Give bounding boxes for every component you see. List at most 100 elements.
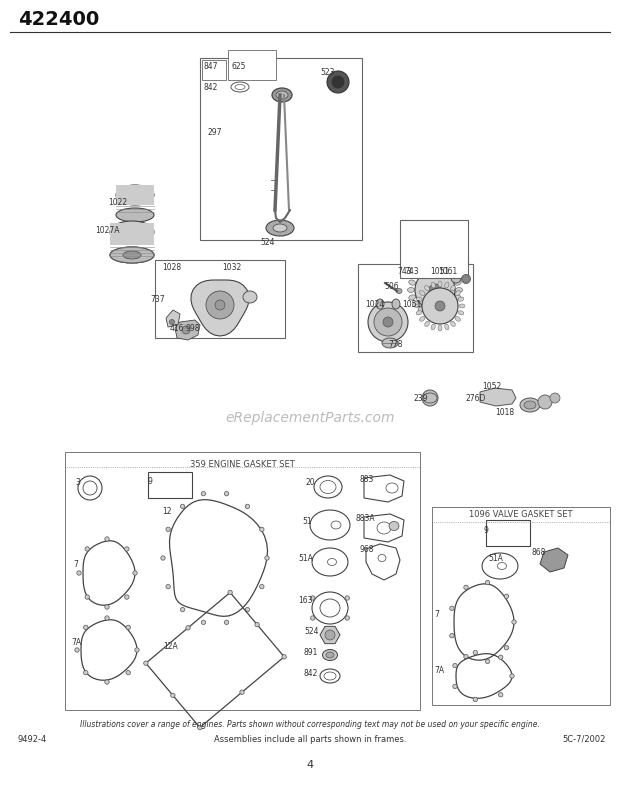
Ellipse shape [377,522,391,534]
Text: Assemblies include all parts shown in frames.: Assemblies include all parts shown in fr… [214,735,406,744]
Circle shape [311,616,315,620]
Ellipse shape [425,286,430,291]
Ellipse shape [326,652,334,658]
Text: 743: 743 [404,267,418,276]
Circle shape [374,308,402,336]
Circle shape [202,620,206,625]
Text: 737: 737 [150,295,165,304]
Circle shape [473,650,477,654]
Text: 523: 523 [320,68,335,77]
Circle shape [105,537,109,541]
Text: 868: 868 [532,548,546,557]
Circle shape [282,654,286,659]
Ellipse shape [520,398,540,412]
Ellipse shape [266,220,294,236]
Text: 4: 4 [306,760,314,770]
Ellipse shape [412,302,418,307]
Circle shape [464,585,468,589]
Ellipse shape [445,282,449,288]
Bar [432,507,610,705]
Circle shape [133,571,137,575]
Text: 891: 891 [304,648,319,657]
Ellipse shape [320,599,340,617]
Text: 7A: 7A [434,666,444,675]
Bar [110,223,154,245]
Ellipse shape [433,310,438,318]
Ellipse shape [454,280,461,286]
Ellipse shape [418,306,424,313]
Text: 1032: 1032 [222,263,241,272]
Ellipse shape [459,304,465,308]
Ellipse shape [416,297,422,302]
Text: 5C-7/2002: 5C-7/2002 [562,735,606,744]
Ellipse shape [235,84,245,90]
Circle shape [202,492,206,496]
Circle shape [473,697,477,702]
Ellipse shape [425,264,430,270]
Ellipse shape [382,338,398,348]
Ellipse shape [497,562,507,569]
Text: 1022: 1022 [108,198,127,207]
Circle shape [228,590,232,594]
Text: 7A: 7A [71,638,81,647]
Circle shape [77,571,81,575]
Circle shape [453,684,457,689]
Text: 625: 625 [231,62,246,71]
Ellipse shape [243,291,257,303]
Text: 9: 9 [148,477,153,486]
Ellipse shape [412,273,418,279]
Ellipse shape [458,310,464,315]
Ellipse shape [446,306,452,313]
Circle shape [85,547,89,551]
Circle shape [161,556,165,561]
Bar [358,264,473,352]
Circle shape [422,288,458,324]
Ellipse shape [407,287,415,293]
Ellipse shape [378,554,386,561]
Text: 12A: 12A [163,642,178,651]
Ellipse shape [409,280,415,286]
Ellipse shape [327,558,337,565]
Ellipse shape [438,281,442,287]
Text: 1061: 1061 [438,267,458,276]
Circle shape [550,393,560,403]
Text: 524: 524 [260,238,275,247]
Ellipse shape [433,262,438,269]
Ellipse shape [392,299,400,309]
Ellipse shape [440,310,445,316]
Circle shape [85,595,89,599]
Circle shape [126,626,130,630]
Circle shape [105,605,109,610]
Ellipse shape [331,521,341,529]
Ellipse shape [110,247,154,263]
Ellipse shape [438,325,442,331]
Text: 239: 239 [413,394,428,403]
Ellipse shape [276,91,288,99]
Circle shape [166,585,170,589]
Polygon shape [166,310,180,327]
Circle shape [75,648,79,652]
Bar [200,58,362,240]
Circle shape [169,319,174,325]
Circle shape [429,284,441,296]
Ellipse shape [116,208,154,222]
Circle shape [260,585,264,589]
Circle shape [464,654,468,658]
Ellipse shape [451,321,455,326]
Circle shape [485,581,490,585]
Text: 778: 778 [388,340,402,349]
Text: 1018: 1018 [495,408,514,417]
Text: 9: 9 [484,526,489,535]
Circle shape [126,670,130,674]
Circle shape [246,504,250,508]
Text: Illustrations cover a range of engines. Parts shown without corresponding text m: Illustrations cover a range of engines. … [80,720,540,729]
Ellipse shape [425,321,430,326]
Ellipse shape [524,401,536,409]
Bar [486,520,530,546]
Ellipse shape [415,304,421,308]
Bar [155,260,285,338]
Text: 1052: 1052 [482,382,501,391]
Circle shape [135,648,140,652]
Circle shape [246,607,250,612]
Text: 883A: 883A [356,514,376,523]
